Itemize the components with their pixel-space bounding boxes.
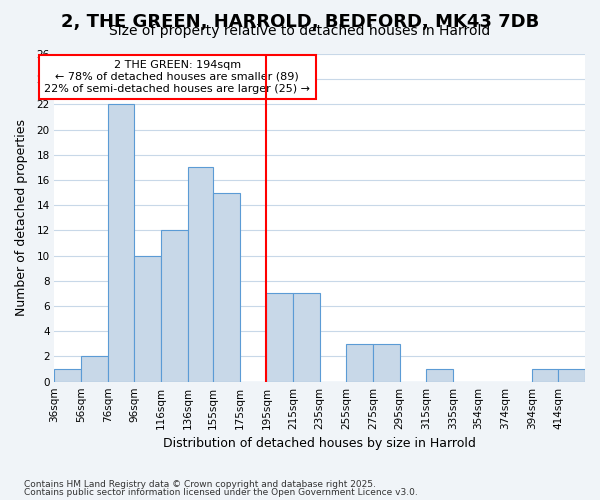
Bar (427, 369, 453, 382)
Text: Contains HM Land Registry data © Crown copyright and database right 2025.: Contains HM Land Registry data © Crown c… (24, 480, 376, 489)
Bar (559, 369, 585, 382)
Text: Size of property relative to detached houses in Harrold: Size of property relative to detached ho… (109, 24, 491, 38)
Bar (293, 294, 320, 382)
Text: Contains public sector information licensed under the Open Government Licence v3: Contains public sector information licen… (24, 488, 418, 497)
Y-axis label: Number of detached properties: Number of detached properties (15, 120, 28, 316)
Bar (346, 344, 373, 382)
Bar (266, 294, 293, 382)
Bar (213, 192, 240, 382)
Bar (134, 256, 161, 382)
Bar (161, 230, 188, 382)
Bar (55, 369, 81, 382)
Bar (81, 356, 108, 382)
Text: 2, THE GREEN, HARROLD, BEDFORD, MK43 7DB: 2, THE GREEN, HARROLD, BEDFORD, MK43 7DB (61, 12, 539, 30)
Bar (108, 104, 134, 382)
Bar (188, 168, 213, 382)
X-axis label: Distribution of detached houses by size in Harrold: Distribution of detached houses by size … (163, 437, 476, 450)
Bar (373, 344, 400, 382)
Text: 2 THE GREEN: 194sqm
← 78% of detached houses are smaller (89)
22% of semi-detach: 2 THE GREEN: 194sqm ← 78% of detached ho… (44, 60, 310, 94)
Bar (532, 369, 559, 382)
